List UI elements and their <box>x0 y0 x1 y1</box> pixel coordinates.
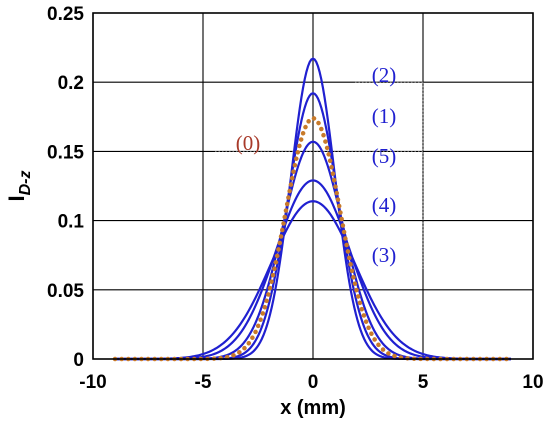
curve-label: (4) <box>372 193 397 217</box>
x-tick-label: 10 <box>522 372 543 393</box>
x-tick-label: 5 <box>418 372 429 393</box>
x-axis-label: x (mm) <box>280 397 346 419</box>
y-tick-label: 0.15 <box>47 142 84 163</box>
x-tick-label: -10 <box>79 372 106 393</box>
curve-label: (5) <box>372 144 397 168</box>
curve-label: (1) <box>372 104 397 128</box>
x-tick-label: -5 <box>195 372 212 393</box>
y-tick-label: 0.25 <box>47 4 84 25</box>
curve-labels: (2) (1) (0) (5) (4) (3) <box>236 63 397 267</box>
reference-lines <box>215 81 424 270</box>
plot-frame <box>92 12 534 360</box>
grid <box>92 12 534 360</box>
svg-text:ID-z: ID-z <box>4 170 34 201</box>
y-axis-label-sub: D-z <box>17 170 34 195</box>
y-tick-label: 0 <box>73 350 84 371</box>
y-tick-label: 0.1 <box>58 212 85 233</box>
y-tick-label: 0.2 <box>58 73 84 94</box>
y-axis-label: ID-z <box>4 170 34 201</box>
x-tick-label: 0 <box>308 372 319 393</box>
y-tick-label: 0.05 <box>47 281 84 302</box>
y-axis-label-main: I <box>4 195 29 201</box>
curve-label: (3) <box>372 243 397 267</box>
curve-label: (0) <box>236 131 261 155</box>
tick-labels: -10 -5 0 5 10 0 0.05 0.1 0.15 0.2 0.25 <box>47 4 544 393</box>
curve-label: (2) <box>372 63 397 87</box>
